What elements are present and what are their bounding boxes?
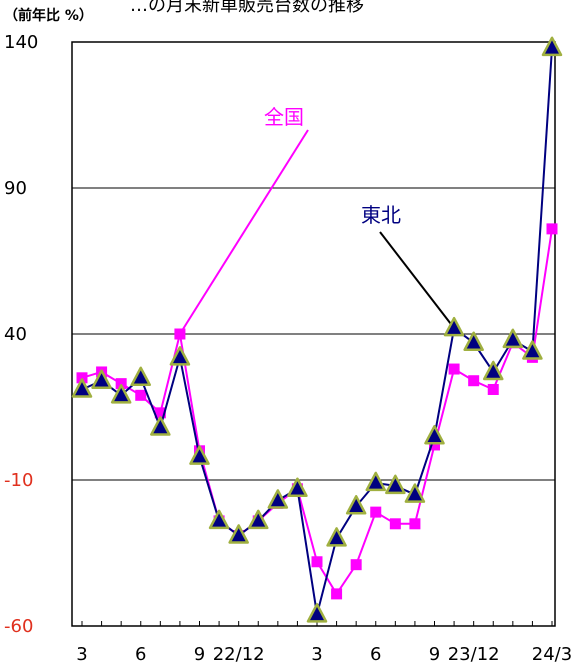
data-point [350,559,362,571]
data-point [326,527,347,547]
annotation-leader [379,231,455,329]
data-point [306,603,328,623]
data-point [389,518,401,530]
y-unit-label: （前年比 %） [4,7,93,24]
data-point [287,477,308,498]
data-point [429,439,440,451]
data-point [91,369,112,389]
annotation-leader [179,129,309,335]
data-point [189,445,210,465]
x-tick-label: 9 [429,644,440,665]
data-point [404,483,426,503]
y-tick-label: -10 [4,470,33,491]
annotation-tohoku: 東北 [361,203,401,227]
data-point [463,331,484,352]
data-point [115,378,127,390]
data-point [169,346,191,366]
grid-layer [72,41,555,627]
x-tick-label: 23/12 [448,644,500,665]
data-point [110,384,132,404]
data-point [76,372,88,384]
axis-layer: 140 90 40 -10 -60 3 6 9 22/12 3 6 9 23/12 24/3 [4,32,572,665]
x-tick-label: 6 [135,644,146,665]
x-tick-label: 24/3 [532,644,572,665]
y-tick-label: 40 [4,324,27,345]
data-point [522,340,543,360]
data-point [248,509,269,530]
x-tick-label: 6 [370,644,381,665]
series-layer [71,36,563,623]
data-point [487,383,499,395]
data-point [443,316,465,337]
data-point [502,328,524,349]
data-point [228,524,249,544]
x-tick-label: 3 [311,644,322,665]
data-point [424,424,445,445]
x-tick-label: 3 [76,644,87,665]
data-point [365,471,386,492]
series-line [81,47,553,615]
data-point [130,366,151,387]
data-point [385,474,406,495]
plot-frame [71,41,556,627]
data-point [546,223,558,235]
data-point [150,416,171,436]
data-point [267,489,289,509]
y-tick-label: 140 [4,32,38,53]
data-point [174,328,186,340]
data-point [448,363,460,375]
data-point [135,389,147,401]
y-tick-label: -60 [4,616,33,637]
data-point [409,518,421,530]
data-point [311,556,323,568]
data-point [345,495,367,515]
data-point [154,407,166,419]
data-point [483,360,504,381]
data-point [370,506,382,518]
series-line [81,228,553,596]
data-point [331,588,343,600]
x-tick-label: 9 [194,644,205,665]
data-point [71,378,93,398]
data-point [468,375,480,387]
y-tick-label: 90 [4,178,27,199]
annotation-zenkoku: 全国 [264,105,304,129]
data-point [541,36,563,57]
chart-title: …の月末新車販売台数の推移 [130,0,364,16]
data-point [208,509,230,530]
x-tick-label: 22/12 [213,644,265,665]
